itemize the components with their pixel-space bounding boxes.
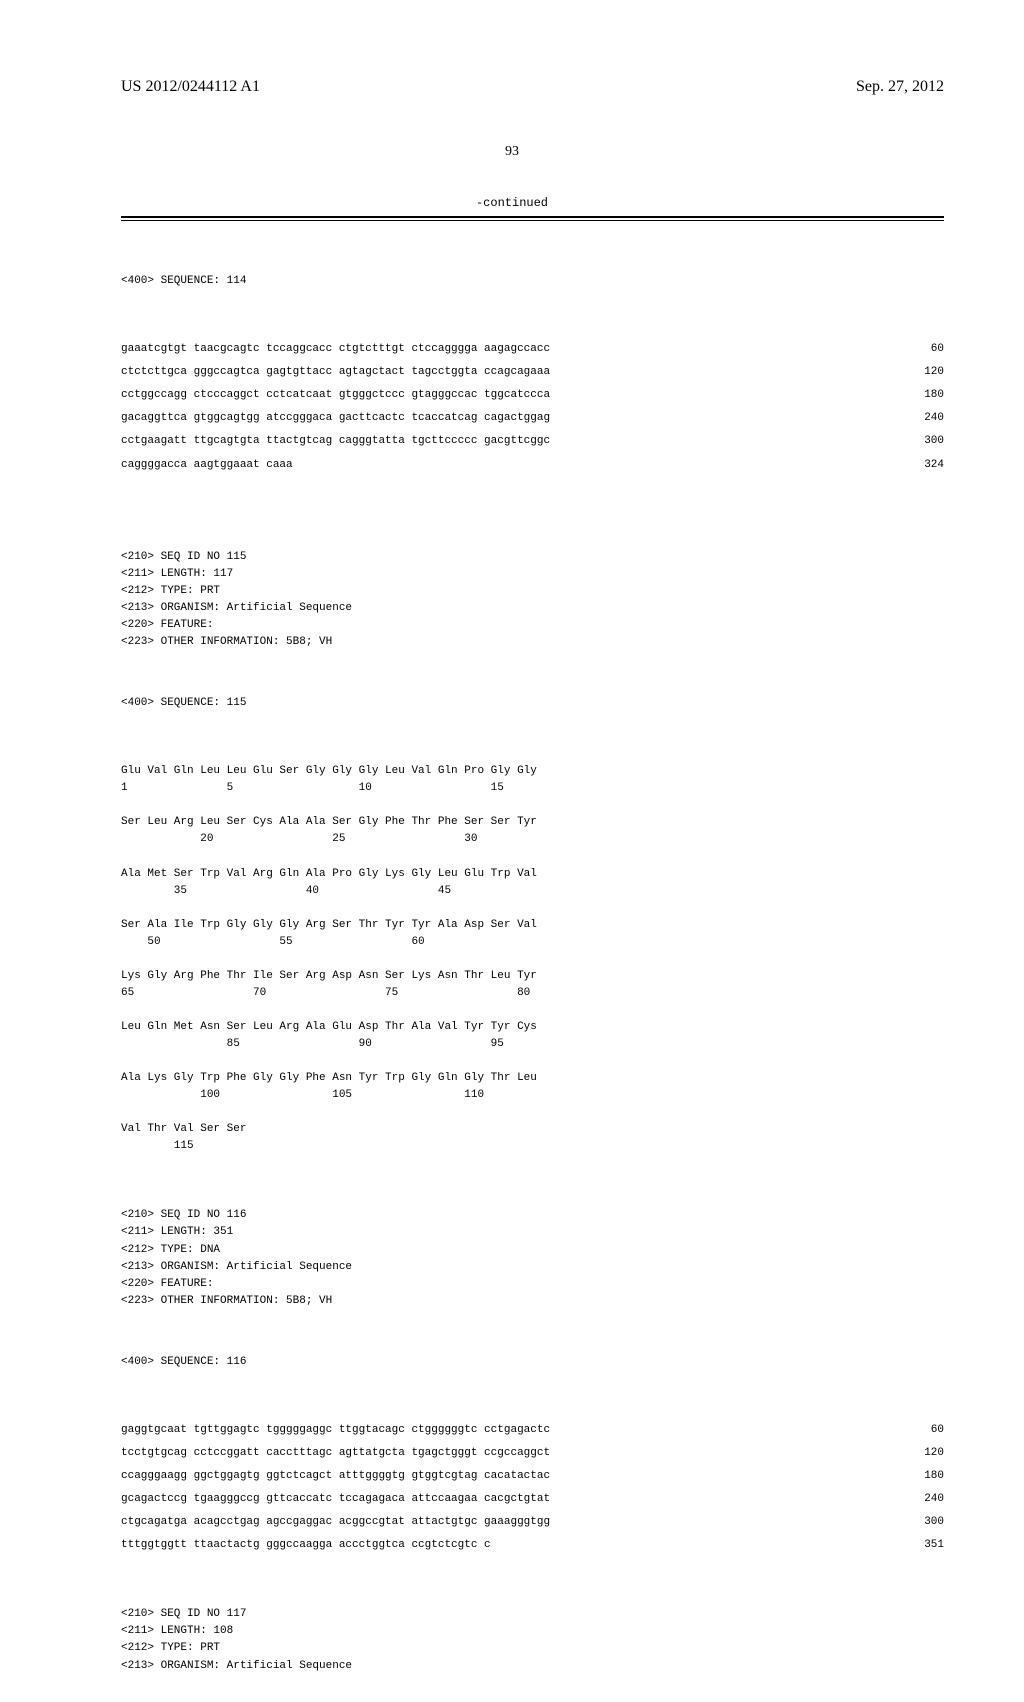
dna-sequence-line: gaggtgcaat tgttggagtc tgggggaggc ttggtac…: [121, 1422, 944, 1439]
protein-sequence-line: 65 70 75 80: [121, 985, 944, 1002]
dna-sequence-position: 180: [904, 1468, 944, 1485]
dna-sequence-text: ctctcttgca gggccagtca gagtgttacc agtagct…: [121, 364, 550, 381]
dna-sequence-text: caggggacca aagtggaaat caaa: [121, 457, 293, 474]
seq117-meta: <210> SEQ ID NO 117<211> LENGTH: 108<212…: [121, 1606, 944, 1674]
dna-sequence-line: cctgaagatt ttgcagtgta ttactgtcag cagggta…: [121, 433, 944, 450]
dna-sequence-position: 60: [904, 1422, 944, 1439]
dna-sequence-text: cctggccagg ctcccaggct cctcatcaat gtgggct…: [121, 387, 550, 404]
protein-sequence-line: 100 105 110: [121, 1087, 944, 1104]
meta-line: <223> OTHER INFORMATION: 5B8; VH: [121, 1293, 944, 1310]
protein-sequence-line: Glu Val Gln Leu Leu Glu Ser Gly Gly Gly …: [121, 763, 944, 780]
meta-line: <220> FEATURE:: [121, 617, 944, 634]
divider-thin: [121, 220, 944, 221]
dna-sequence-position: 240: [904, 1491, 944, 1508]
dna-sequence-text: gacaggttca gtggcagtgg atccgggaca gacttca…: [121, 410, 550, 427]
protein-sequence-line: [121, 797, 944, 814]
protein-sequence-line: Ser Leu Arg Leu Ser Cys Ala Ala Ser Gly …: [121, 814, 944, 831]
dna-sequence-line: gaaatcgtgt taacgcagtc tccaggcacc ctgtctt…: [121, 341, 944, 358]
protein-sequence-line: 1 5 10 15: [121, 780, 944, 797]
dna-sequence-position: 60: [904, 341, 944, 358]
publication-date: Sep. 27, 2012: [856, 78, 944, 96]
seq114-header: <400> SEQUENCE: 114: [121, 273, 944, 290]
protein-sequence-line: Ser Ala Ile Trp Gly Gly Gly Arg Ser Thr …: [121, 917, 944, 934]
dna-sequence-line: tttggtggtt ttaactactg gggccaagga accctgg…: [121, 1537, 944, 1554]
seq116-lines: gaggtgcaat tgttggagtc tgggggaggc ttggtac…: [121, 1422, 944, 1554]
dna-sequence-text: ctgcagatga acagcctgag agccgaggac acggccg…: [121, 1514, 550, 1531]
protein-sequence-line: [121, 900, 944, 917]
dna-sequence-line: cctggccagg ctcccaggct cctcatcaat gtgggct…: [121, 387, 944, 404]
dna-sequence-position: 120: [904, 364, 944, 381]
dna-sequence-text: gaggtgcaat tgttggagtc tgggggaggc ttggtac…: [121, 1422, 550, 1439]
dna-sequence-line: ctctcttgca gggccagtca gagtgttacc agtagct…: [121, 364, 944, 381]
continued-label: -continued: [0, 196, 1024, 210]
dna-sequence-line: tcctgtgcag cctccggatt cacctttagc agttatg…: [121, 1445, 944, 1462]
dna-sequence-text: tttggtggtt ttaactactg gggccaagga accctgg…: [121, 1537, 491, 1554]
protein-sequence-line: Val Thr Val Ser Ser: [121, 1121, 944, 1138]
dna-sequence-line: ccagggaagg ggctggagtg ggtctcagct atttggg…: [121, 1468, 944, 1485]
divider-top: [121, 216, 944, 218]
protein-sequence-line: 35 40 45: [121, 883, 944, 900]
dna-sequence-line: gacaggttca gtggcagtgg atccgggaca gacttca…: [121, 410, 944, 427]
page-number: 93: [0, 144, 1024, 160]
seq115-meta: <210> SEQ ID NO 115<211> LENGTH: 117<212…: [121, 549, 944, 651]
protein-sequence-line: [121, 1104, 944, 1121]
seq114-block: <400> SEQUENCE: 114 gaaatcgtgt taacgcagt…: [121, 256, 944, 497]
dna-sequence-position: 120: [904, 1445, 944, 1462]
dna-sequence-text: tcctgtgcag cctccggatt cacctttagc agttatg…: [121, 1445, 550, 1462]
meta-line: <213> ORGANISM: Artificial Sequence: [121, 1658, 944, 1675]
meta-line: <210> SEQ ID NO 116: [121, 1207, 944, 1224]
page-header: US 2012/0244112 A1 Sep. 27, 2012: [0, 0, 1024, 96]
publication-number: US 2012/0244112 A1: [121, 78, 260, 96]
seq116-meta: <210> SEQ ID NO 116<211> LENGTH: 351<212…: [121, 1207, 944, 1309]
dna-sequence-position: 351: [904, 1537, 944, 1554]
meta-line: <210> SEQ ID NO 117: [121, 1606, 944, 1623]
protein-sequence-line: [121, 951, 944, 968]
protein-sequence-line: Leu Gln Met Asn Ser Leu Arg Ala Glu Asp …: [121, 1019, 944, 1036]
protein-sequence-line: 115: [121, 1138, 944, 1155]
protein-sequence-line: Ala Lys Gly Trp Phe Gly Gly Phe Asn Tyr …: [121, 1070, 944, 1087]
protein-sequence-line: 20 25 30: [121, 831, 944, 848]
meta-line: <211> LENGTH: 117: [121, 566, 944, 583]
dna-sequence-text: cctgaagatt ttgcagtgta ttactgtcag cagggta…: [121, 433, 550, 450]
meta-line: <211> LENGTH: 108: [121, 1623, 944, 1640]
protein-sequence-line: [121, 849, 944, 866]
dna-sequence-line: caggggacca aagtggaaat caaa 324: [121, 457, 944, 474]
dna-sequence-position: 300: [904, 1514, 944, 1531]
dna-sequence-position: 240: [904, 410, 944, 427]
protein-sequence-line: [121, 1002, 944, 1019]
meta-line: <212> TYPE: DNA: [121, 1242, 944, 1259]
dna-sequence-text: ccagggaagg ggctggagtg ggtctcagct atttggg…: [121, 1468, 550, 1485]
dna-sequence-position: 300: [904, 433, 944, 450]
meta-line: <213> ORGANISM: Artificial Sequence: [121, 1259, 944, 1276]
protein-sequence-line: Ala Met Ser Trp Val Arg Gln Ala Pro Gly …: [121, 866, 944, 883]
seq115-header: <400> SEQUENCE: 115: [121, 695, 944, 712]
dna-sequence-position: 324: [904, 457, 944, 474]
meta-line: <211> LENGTH: 351: [121, 1224, 944, 1241]
seq116-header: <400> SEQUENCE: 116: [121, 1354, 944, 1371]
meta-line: <213> ORGANISM: Artificial Sequence: [121, 600, 944, 617]
meta-line: <212> TYPE: PRT: [121, 583, 944, 600]
protein-sequence-line: [121, 1053, 944, 1070]
dna-sequence-position: 180: [904, 387, 944, 404]
dna-sequence-line: ctgcagatga acagcctgag agccgaggac acggccg…: [121, 1514, 944, 1531]
protein-sequence-line: Lys Gly Arg Phe Thr Ile Ser Arg Asp Asn …: [121, 968, 944, 985]
dna-sequence-text: gcagactccg tgaagggccg gttcaccatc tccagag…: [121, 1491, 550, 1508]
seq115-protein: Glu Val Gln Leu Leu Glu Ser Gly Gly Gly …: [121, 763, 944, 1155]
meta-line: <223> OTHER INFORMATION: 5B8; VH: [121, 634, 944, 651]
protein-sequence-line: 50 55 60: [121, 934, 944, 951]
dna-sequence-text: gaaatcgtgt taacgcagtc tccaggcacc ctgtctt…: [121, 341, 550, 358]
meta-line: <212> TYPE: PRT: [121, 1640, 944, 1657]
meta-line: <210> SEQ ID NO 115: [121, 549, 944, 566]
dna-sequence-line: gcagactccg tgaagggccg gttcaccatc tccagag…: [121, 1491, 944, 1508]
protein-sequence-line: 85 90 95: [121, 1036, 944, 1053]
sequence-content: <400> SEQUENCE: 114 gaaatcgtgt taacgcagt…: [0, 239, 1024, 1702]
meta-line: <220> FEATURE:: [121, 1276, 944, 1293]
